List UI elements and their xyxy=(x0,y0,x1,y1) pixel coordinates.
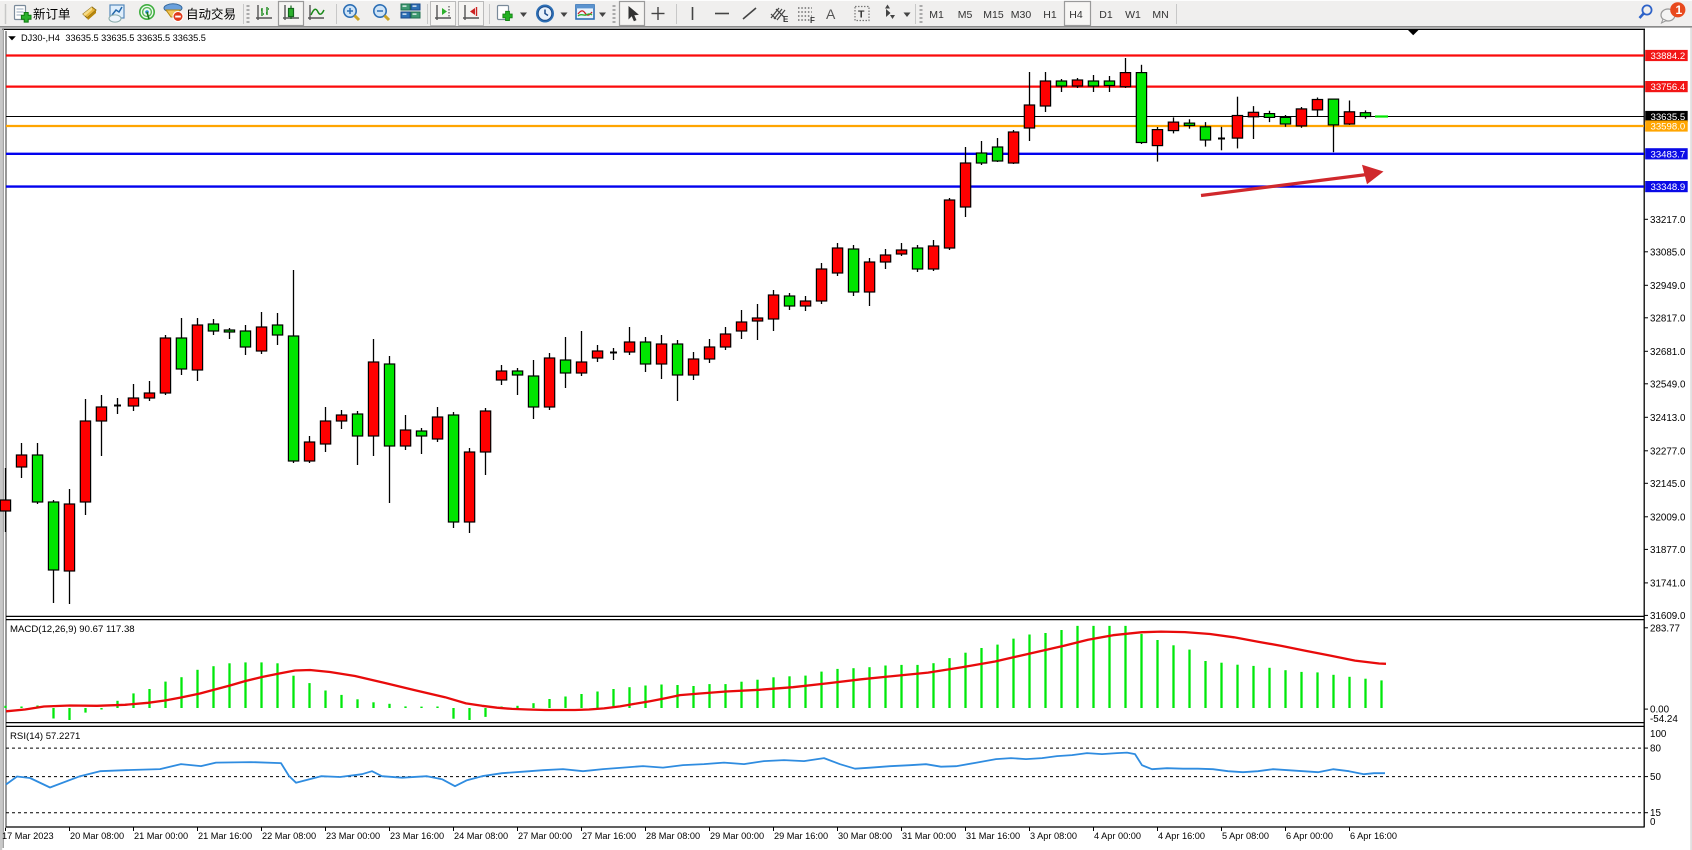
svg-text:M1: M1 xyxy=(929,9,944,21)
svg-text:MN: MN xyxy=(1152,9,1168,21)
svg-text:32817.0: 32817.0 xyxy=(1650,313,1686,324)
svg-text:MACD(12,26,9) 90.67 117.38: MACD(12,26,9) 90.67 117.38 xyxy=(10,624,135,635)
svg-text:20 Mar 08:00: 20 Mar 08:00 xyxy=(70,831,124,841)
svg-text:31609.0: 31609.0 xyxy=(1650,611,1686,622)
svg-text:30 Mar 08:00: 30 Mar 08:00 xyxy=(838,831,892,841)
svg-text:A: A xyxy=(826,6,836,22)
svg-text:RSI(14) 57.2271: RSI(14) 57.2271 xyxy=(10,731,80,742)
svg-text:32681.0: 32681.0 xyxy=(1650,347,1686,358)
svg-text:31 Mar 00:00: 31 Mar 00:00 xyxy=(902,831,956,841)
svg-text:32949.0: 32949.0 xyxy=(1650,281,1686,292)
svg-text:0.00: 0.00 xyxy=(1650,705,1670,716)
svg-text:33635.5: 33635.5 xyxy=(1651,112,1686,123)
svg-text:32413.0: 32413.0 xyxy=(1650,413,1686,424)
svg-text:33483.7: 33483.7 xyxy=(1651,149,1686,160)
svg-text:33598.0: 33598.0 xyxy=(1651,122,1686,133)
svg-text:M30: M30 xyxy=(1011,9,1032,21)
svg-text:4 Apr 16:00: 4 Apr 16:00 xyxy=(1158,831,1205,841)
svg-text:5 Apr 08:00: 5 Apr 08:00 xyxy=(1222,831,1269,841)
svg-text:31741.0: 31741.0 xyxy=(1650,578,1686,589)
svg-text:29 Mar 16:00: 29 Mar 16:00 xyxy=(774,831,828,841)
svg-text:23 Mar 00:00: 23 Mar 00:00 xyxy=(326,831,380,841)
svg-text:21 Mar 00:00: 21 Mar 00:00 xyxy=(134,831,188,841)
svg-text:-54.24: -54.24 xyxy=(1650,714,1678,725)
svg-text:32277.0: 32277.0 xyxy=(1650,446,1686,457)
svg-text:283.77: 283.77 xyxy=(1650,623,1680,634)
svg-text:27 Mar 16:00: 27 Mar 16:00 xyxy=(582,831,636,841)
svg-text:M5: M5 xyxy=(958,9,973,21)
svg-text:23 Mar 16:00: 23 Mar 16:00 xyxy=(390,831,444,841)
svg-text:29 Mar 00:00: 29 Mar 00:00 xyxy=(710,831,764,841)
svg-text:32145.0: 32145.0 xyxy=(1650,479,1686,490)
svg-text:6 Apr 00:00: 6 Apr 00:00 xyxy=(1286,831,1333,841)
svg-text:M15: M15 xyxy=(983,9,1004,21)
svg-text:33217.0: 33217.0 xyxy=(1650,215,1686,226)
svg-text:22 Mar 08:00: 22 Mar 08:00 xyxy=(262,831,316,841)
svg-text:31877.0: 31877.0 xyxy=(1650,545,1686,556)
svg-text:1: 1 xyxy=(1676,3,1683,17)
svg-text:28 Mar 08:00: 28 Mar 08:00 xyxy=(646,831,700,841)
svg-text:自动交易: 自动交易 xyxy=(186,7,236,22)
svg-text:31 Mar 16:00: 31 Mar 16:00 xyxy=(966,831,1020,841)
svg-text:27 Mar 00:00: 27 Mar 00:00 xyxy=(518,831,572,841)
svg-text:F: F xyxy=(810,16,815,25)
svg-text:32549.0: 32549.0 xyxy=(1650,379,1686,390)
svg-text:32009.0: 32009.0 xyxy=(1650,512,1686,523)
svg-text:H1: H1 xyxy=(1043,9,1057,21)
svg-text:33085.0: 33085.0 xyxy=(1650,247,1686,258)
svg-text:D1: D1 xyxy=(1099,9,1113,21)
svg-text:15: 15 xyxy=(1650,808,1661,819)
svg-text:33756.4: 33756.4 xyxy=(1651,82,1686,93)
svg-text:100: 100 xyxy=(1650,729,1667,740)
svg-text:6 Apr 16:00: 6 Apr 16:00 xyxy=(1350,831,1397,841)
svg-text:24 Mar 08:00: 24 Mar 08:00 xyxy=(454,831,508,841)
svg-text:0: 0 xyxy=(1650,817,1656,828)
svg-text:4 Apr 00:00: 4 Apr 00:00 xyxy=(1094,831,1141,841)
svg-text:3 Apr 08:00: 3 Apr 08:00 xyxy=(1030,831,1077,841)
svg-text:T: T xyxy=(858,9,865,21)
svg-text:W1: W1 xyxy=(1125,9,1141,21)
svg-text:80: 80 xyxy=(1650,744,1661,755)
svg-text:H4: H4 xyxy=(1069,9,1083,21)
svg-text:新订单: 新订单 xyxy=(33,7,71,22)
svg-text:E: E xyxy=(783,15,789,24)
svg-text:33884.2: 33884.2 xyxy=(1651,51,1686,62)
svg-text:33348.9: 33348.9 xyxy=(1651,182,1686,193)
svg-text:17 Mar 2023: 17 Mar 2023 xyxy=(2,831,54,841)
svg-text:50: 50 xyxy=(1650,772,1661,783)
svg-text:21 Mar 16:00: 21 Mar 16:00 xyxy=(198,831,252,841)
